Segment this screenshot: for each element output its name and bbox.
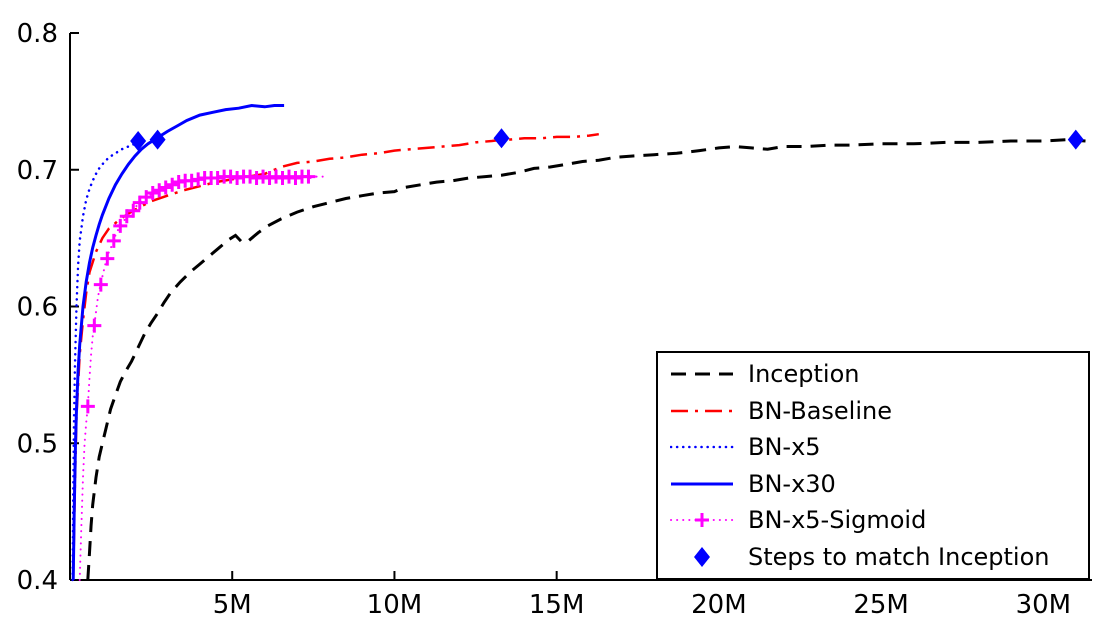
series-bn-x5-line xyxy=(71,141,140,582)
plus-marker xyxy=(145,185,160,200)
y-tick-label: 0.7 xyxy=(17,156,58,186)
plus-marker xyxy=(87,318,102,333)
legend-item-bn-x5-sigmoid: BN-x5-Sigmoid xyxy=(670,503,1088,537)
series-inception-line xyxy=(86,138,1086,581)
legend-label-bn-x5-sigmoid: BN-x5-Sigmoid xyxy=(748,506,927,535)
diamond-marker xyxy=(149,129,166,150)
x-tick-label: 5M xyxy=(213,590,252,620)
plus-marker xyxy=(113,218,128,233)
plus-marker xyxy=(158,180,173,195)
x-tick-label: 20M xyxy=(691,590,747,620)
y-tick-label: 0.5 xyxy=(17,429,58,459)
legend-swatch-bn-x30 xyxy=(671,482,733,486)
legend-item-steps-to-match-inception: Steps to match Inception xyxy=(670,540,1088,574)
legend-label-bn-x30: BN-x30 xyxy=(748,469,836,498)
plus-marker xyxy=(106,233,121,248)
x-tick-label: 30M xyxy=(1016,590,1072,620)
plus-marker xyxy=(80,399,95,414)
diamond-marker xyxy=(493,128,510,149)
series-bn-x5-sigmoid-line xyxy=(78,175,325,581)
series-bn-x30-line xyxy=(71,103,285,581)
plus-marker xyxy=(126,203,141,218)
legend-label-inception: Inception xyxy=(748,360,860,389)
diamond-marker xyxy=(1067,129,1084,150)
plus-marker xyxy=(165,177,180,192)
legend: Inception BN-Baseline BN-x5 BN-x30 BN-x5… xyxy=(656,351,1090,580)
x-tick-label: 15M xyxy=(529,590,585,620)
plus-marker xyxy=(152,183,167,198)
y-tick-label: 0.6 xyxy=(17,293,58,323)
legend-item-bn-x30: BN-x30 xyxy=(670,467,1088,501)
legend-swatch-steps-to-match-inception xyxy=(694,546,710,567)
legend-item-inception: Inception xyxy=(670,357,1088,391)
diamond-marker xyxy=(694,546,710,567)
legend-label-bn-baseline: BN-Baseline xyxy=(748,396,892,425)
plus-marker xyxy=(301,169,316,184)
legend-swatch-bn-x5-sigmoid xyxy=(670,513,734,528)
y-tick-label: 0.4 xyxy=(17,566,58,596)
y-tick-label: 0.8 xyxy=(17,19,58,49)
plus-marker xyxy=(93,277,108,292)
plus-marker xyxy=(695,513,709,528)
diamond-marker xyxy=(130,131,147,152)
x-tick-label: 10M xyxy=(367,590,423,620)
legend-swatch-bn-x5 xyxy=(670,446,734,449)
legend-item-bn-baseline: BN-Baseline xyxy=(670,394,1088,428)
legend-swatch-bn-baseline xyxy=(671,409,733,413)
legend-label-steps-to-match-inception: Steps to match Inception xyxy=(748,542,1050,571)
legend-label-bn-x5: BN-x5 xyxy=(748,433,821,462)
plus-marker xyxy=(100,251,115,266)
legend-swatch-inception xyxy=(671,372,733,376)
x-tick-label: 25M xyxy=(853,590,909,620)
legend-item-bn-x5: BN-x5 xyxy=(670,430,1088,464)
